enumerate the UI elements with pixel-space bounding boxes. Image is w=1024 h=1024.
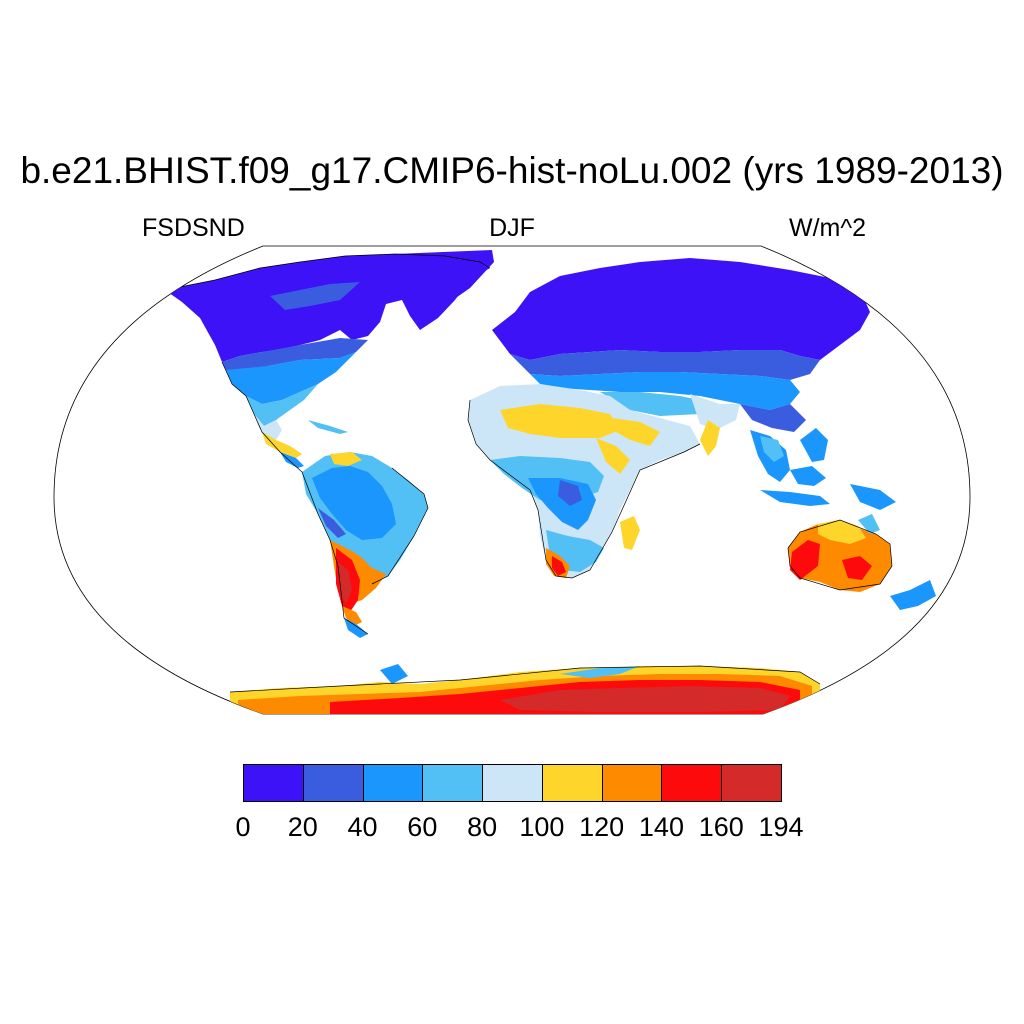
colorbar-swatch [601, 764, 663, 802]
colorbar-tick-label: 0 [235, 812, 251, 842]
colorbar-tick-label: 160 [698, 812, 744, 842]
colorbar-swatch [362, 764, 424, 802]
coastlines [164, 253, 893, 693]
plot-title: b.e21.BHIST.f09_g17.CMIP6-hist-noLu.002 … [20, 150, 1004, 191]
eurasia-region [492, 258, 870, 432]
colorbar-tick-label: 40 [347, 812, 378, 842]
southeast-asia-region [750, 428, 896, 510]
antarctica-region [230, 664, 820, 714]
greenland-region [395, 250, 494, 310]
colorbar-tick-label: 120 [579, 812, 625, 842]
colorbar-tick-label: 20 [287, 812, 318, 842]
colorbar-swatch [661, 764, 723, 802]
africa-region [468, 384, 720, 578]
colorbar-tick-label: 140 [638, 812, 684, 842]
australia-region [788, 514, 936, 610]
colorbar-swatch [243, 764, 304, 802]
colorbar-swatch [721, 764, 782, 802]
colorbar-tick-label: 100 [519, 812, 565, 842]
colorbar-swatch [541, 764, 603, 802]
colorbar-tick-label: 80 [467, 812, 498, 842]
units-label: W/m^2 [789, 214, 867, 242]
colorbar-swatch [302, 764, 364, 802]
colorbar-swatch [482, 764, 543, 802]
colorbar-tick-label: 60 [407, 812, 438, 842]
season-label: DJF [489, 214, 535, 242]
variable-label: FSDSND [142, 214, 245, 242]
colorbar-tick-label: 194 [758, 812, 804, 842]
colorbar-swatch [422, 764, 484, 802]
